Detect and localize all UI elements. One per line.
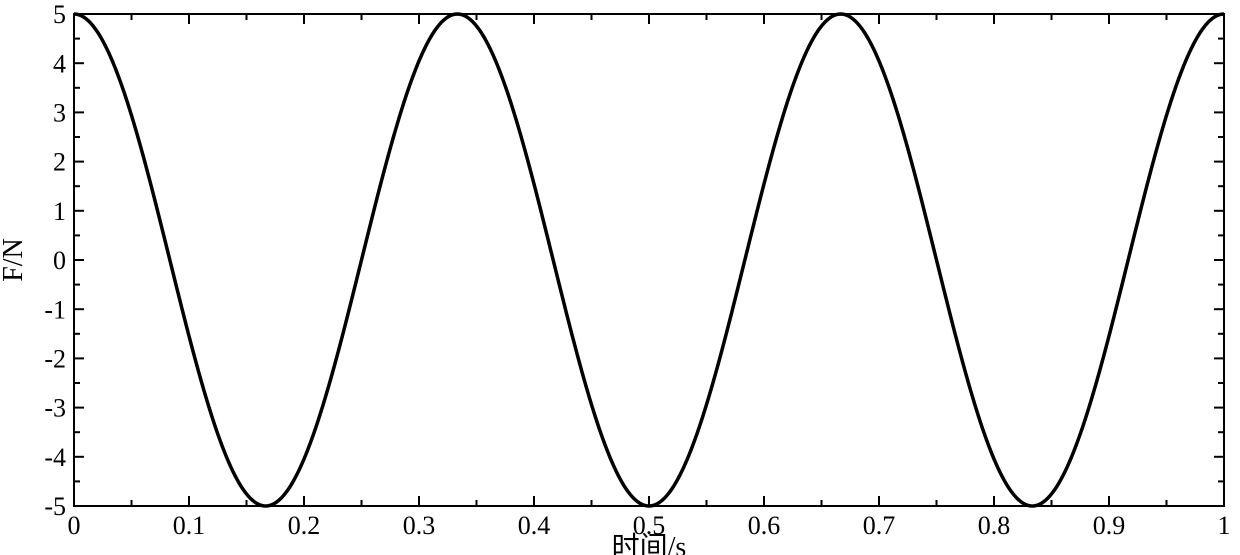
x-tick-label: 0.9: [1093, 511, 1126, 540]
y-tick-label: -4: [44, 443, 66, 472]
x-tick-label: 0.2: [288, 511, 321, 540]
x-tick-label: 1: [1218, 511, 1231, 540]
x-tick-label: 0.8: [978, 511, 1011, 540]
x-tick-label: 0.4: [518, 511, 551, 540]
y-tick-label: -2: [44, 345, 66, 374]
y-tick-label: 1: [53, 197, 66, 226]
y-axis-label: F/N: [0, 238, 29, 282]
x-tick-label: 0.1: [173, 511, 206, 540]
chart-container: 00.10.20.30.40.50.60.70.80.91-5-4-3-2-10…: [0, 0, 1240, 555]
x-tick-label: 0.7: [863, 511, 896, 540]
x-tick-label: 0.6: [748, 511, 781, 540]
x-tick-label: 0.3: [403, 511, 436, 540]
y-tick-label: -5: [44, 492, 66, 521]
x-axis-label: 时间/s: [612, 531, 687, 555]
cosine-chart: 00.10.20.30.40.50.60.70.80.91-5-4-3-2-10…: [0, 0, 1240, 555]
y-tick-label: 3: [53, 99, 66, 128]
y-tick-label: -3: [44, 394, 66, 423]
y-tick-label: 2: [53, 148, 66, 177]
y-tick-label: 4: [53, 49, 66, 78]
x-tick-label: 0: [68, 511, 81, 540]
y-tick-label: 5: [53, 0, 66, 29]
y-tick-label: -1: [44, 295, 66, 324]
y-tick-label: 0: [53, 246, 66, 275]
